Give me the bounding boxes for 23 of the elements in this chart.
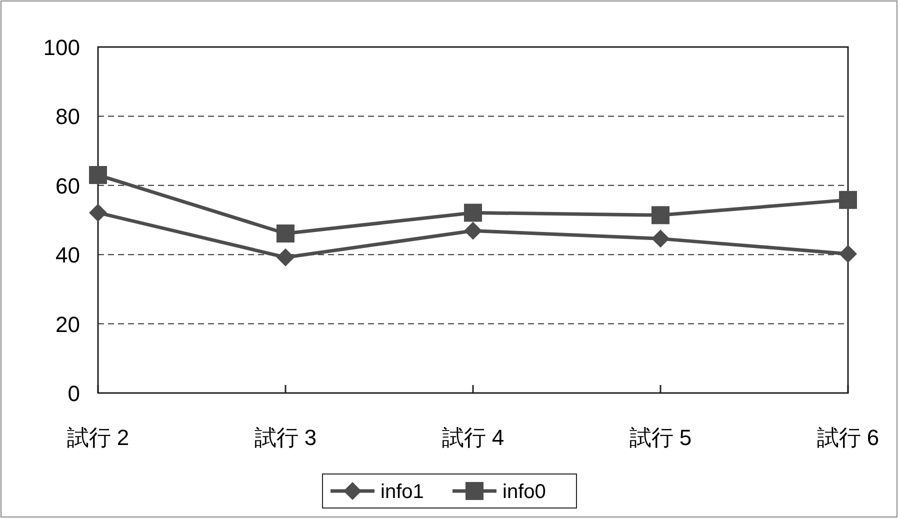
- point: [464, 204, 482, 222]
- x-tick-label: 試行 6: [816, 425, 880, 450]
- y-tick-label: 20: [56, 312, 80, 337]
- x-tick-label: 試行 5: [629, 425, 692, 450]
- point: [89, 204, 107, 222]
- point: [276, 248, 294, 266]
- y-tick-label: 40: [56, 242, 80, 268]
- x-tick-label: 試行 3: [254, 425, 317, 450]
- point: [652, 230, 670, 248]
- y-tick-label: 60: [56, 173, 80, 198]
- legend-label: info0: [502, 481, 546, 503]
- point: [652, 206, 670, 224]
- point: [839, 244, 857, 263]
- y-tick-label: 0: [68, 381, 80, 406]
- y-tick-label: 80: [56, 104, 80, 130]
- point: [464, 222, 482, 240]
- point: [839, 190, 857, 209]
- x-tick-label: 試行 2: [66, 425, 130, 450]
- legend-label: info1: [380, 481, 424, 503]
- point: [89, 166, 107, 184]
- y-tick-label: 100: [43, 35, 80, 60]
- x-tick-label: 試行 4: [442, 425, 504, 450]
- point: [276, 224, 294, 242]
